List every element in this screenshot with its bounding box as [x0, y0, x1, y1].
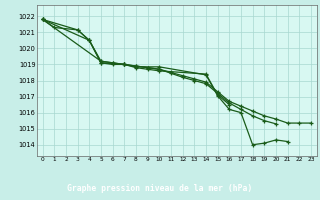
Text: Graphe pression niveau de la mer (hPa): Graphe pression niveau de la mer (hPa)	[68, 184, 252, 193]
